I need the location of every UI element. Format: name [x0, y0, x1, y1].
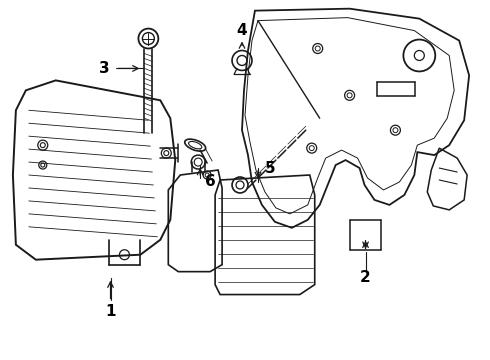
Text: 1: 1 [105, 304, 116, 319]
Text: 2: 2 [360, 270, 371, 285]
Text: 3: 3 [99, 61, 110, 76]
Text: 5: 5 [265, 161, 275, 176]
Text: 4: 4 [237, 23, 247, 38]
Text: 6: 6 [205, 175, 216, 189]
